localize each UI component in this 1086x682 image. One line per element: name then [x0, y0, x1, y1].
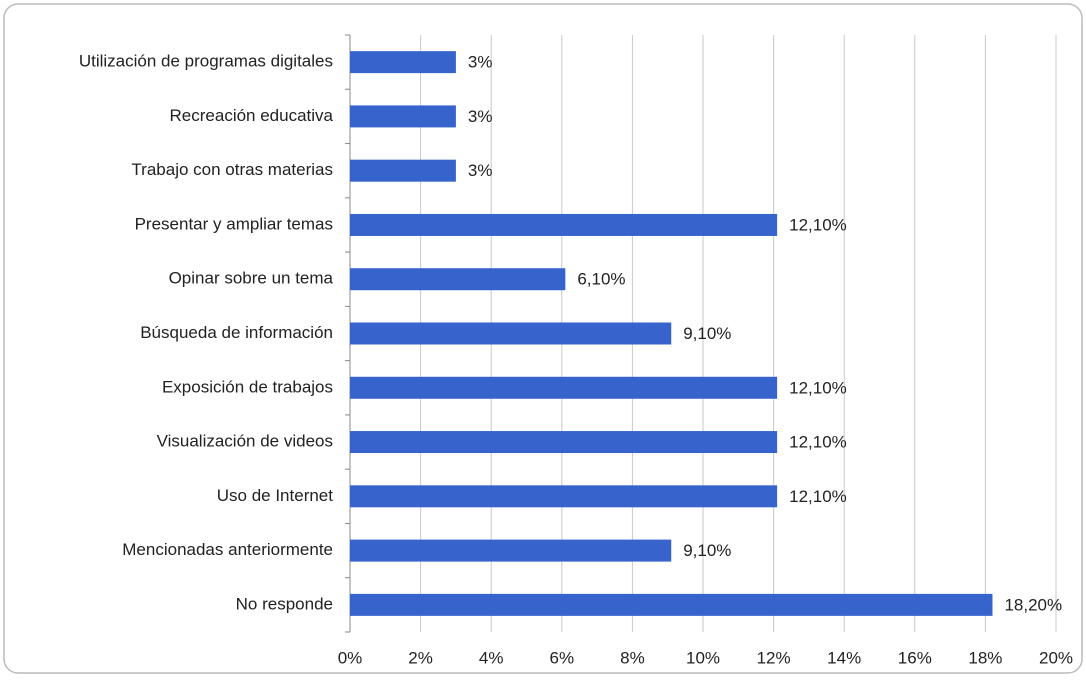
data-label: 12,10% [789, 433, 847, 452]
bar [350, 213, 778, 236]
x-tick-label: 4% [479, 648, 504, 667]
x-tick-label: 14% [827, 648, 861, 667]
y-tick-label: Mencionadas anteriormente [122, 540, 333, 559]
data-label: 12,10% [789, 487, 847, 506]
bar [350, 268, 566, 291]
y-tick-label: No responde [236, 594, 333, 613]
x-tick-label: 10% [686, 648, 720, 667]
x-tick-label: 2% [408, 648, 433, 667]
x-tick-label: 8% [620, 648, 645, 667]
x-tick-label: 20% [1039, 648, 1073, 667]
x-tick-label: 6% [550, 648, 575, 667]
y-tick-label: Búsqueda de información [140, 323, 333, 342]
data-label: 3% [468, 161, 493, 180]
data-label: 6,10% [577, 270, 625, 289]
y-tick-label: Opinar sobre un tema [169, 269, 334, 288]
x-tick-label: 12% [757, 648, 791, 667]
data-label: 3% [468, 53, 493, 72]
y-tick-label: Visualización de videos [157, 432, 333, 451]
x-tick-label: 0% [338, 648, 363, 667]
y-tick-label: Uso de Internet [217, 486, 334, 505]
data-label: 9,10% [683, 324, 731, 343]
y-tick-label: Trabajo con otras materias [131, 160, 333, 179]
bar [350, 431, 778, 454]
y-tick-label: Utilización de programas digitales [79, 52, 333, 71]
data-label: 3% [468, 107, 493, 126]
bar [350, 539, 672, 562]
x-tick-label: 16% [898, 648, 932, 667]
data-label: 9,10% [683, 541, 731, 560]
data-label: 18,20% [1004, 595, 1062, 614]
bar [350, 593, 993, 616]
bar [350, 159, 456, 182]
bar [350, 105, 456, 128]
y-tick-label: Exposición de trabajos [162, 377, 333, 396]
x-tick-label: 18% [968, 648, 1002, 667]
data-label: 12,10% [789, 215, 847, 234]
data-label: 12,10% [789, 378, 847, 397]
bar [350, 51, 456, 74]
y-tick-label: Recreación educativa [170, 106, 334, 125]
bar [350, 322, 672, 345]
bar [350, 376, 778, 399]
bar [350, 485, 778, 508]
y-tick-label: Presentar y ampliar temas [135, 214, 333, 233]
